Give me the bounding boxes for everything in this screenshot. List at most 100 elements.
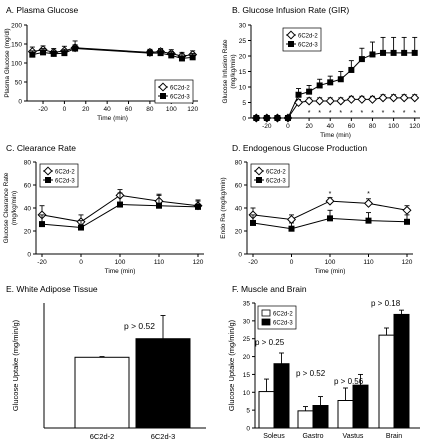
y-tick-label: 35 bbox=[243, 301, 251, 308]
y-tick-label: 50 bbox=[15, 80, 23, 87]
y-tick-label: 5 bbox=[242, 100, 246, 107]
legend-marker bbox=[256, 177, 262, 183]
significance-star: * bbox=[382, 110, 385, 117]
data-point bbox=[357, 94, 367, 104]
legend-label: 6C2d-3 bbox=[273, 321, 293, 327]
x-tick-label: 120 bbox=[187, 106, 198, 113]
bar bbox=[135, 338, 191, 429]
x-tick-label: 120 bbox=[193, 259, 204, 266]
data-point bbox=[325, 196, 335, 206]
data-point bbox=[178, 55, 185, 62]
y-tick-label: 60 bbox=[235, 183, 243, 190]
y-axis-label: Endo Ra (mg/kg/min) bbox=[220, 177, 227, 238]
panel-title: B. Glucose Infusion Rate (GIR) bbox=[232, 5, 349, 15]
data-point bbox=[363, 198, 374, 208]
x-axis-label: Time (min) bbox=[320, 132, 351, 139]
x-tick-label: 60 bbox=[125, 106, 133, 113]
y-tick-label: 150 bbox=[11, 42, 22, 49]
y-tick-label: 200 bbox=[11, 23, 22, 30]
significance-star: * bbox=[403, 110, 406, 117]
x-tick-label: 100 bbox=[388, 123, 399, 130]
data-point bbox=[263, 115, 270, 121]
bar bbox=[297, 410, 314, 429]
legend-marker bbox=[288, 41, 294, 47]
bar bbox=[312, 405, 329, 429]
data-point bbox=[157, 50, 164, 57]
significance-star: * bbox=[339, 110, 342, 117]
y-axis-label: Glucose Clearance Rate bbox=[3, 172, 10, 243]
p-value-label: p > 0.25 bbox=[255, 338, 285, 347]
legend-marker bbox=[160, 93, 166, 99]
x-tick-label: 0 bbox=[63, 106, 67, 113]
significance-star: * bbox=[361, 110, 364, 117]
legend-swatch bbox=[261, 309, 271, 317]
y-tick-label: 20 bbox=[239, 54, 247, 61]
data-point bbox=[189, 54, 196, 61]
x-tick-label: 100 bbox=[166, 106, 177, 113]
data-point bbox=[411, 49, 418, 56]
y-tick-label: 40 bbox=[24, 206, 32, 213]
x-tick-label: -20 bbox=[248, 259, 258, 266]
bar bbox=[273, 363, 290, 429]
data-point bbox=[146, 50, 153, 57]
y-tick-label: 20 bbox=[24, 229, 32, 236]
y-axis-label: Glucose Uptake (mg/min/g) bbox=[11, 319, 20, 411]
series-line bbox=[256, 97, 415, 119]
legend-label: 6C2d-3 bbox=[266, 179, 286, 185]
x-tick-label: -20 bbox=[38, 106, 48, 113]
data-point bbox=[410, 93, 420, 103]
panel-title: E. White Adipose Tissue bbox=[6, 284, 98, 294]
data-point bbox=[274, 115, 281, 121]
data-point bbox=[78, 224, 84, 231]
data-point bbox=[369, 51, 376, 58]
panel-title: F. Muscle and Brain bbox=[232, 284, 307, 294]
y-tick-label: 30 bbox=[243, 318, 251, 325]
x-tick-label: 0 bbox=[286, 123, 290, 130]
y-tick-label: 15 bbox=[239, 69, 247, 76]
data-point bbox=[327, 215, 333, 222]
p-value-label: p > 0.52 bbox=[296, 369, 326, 378]
y-tick-label: 0 bbox=[238, 252, 242, 259]
y-tick-label: 60 bbox=[24, 183, 32, 190]
x-tick-label: Soleus bbox=[263, 433, 285, 440]
significance-star: * bbox=[371, 110, 374, 117]
p-value-label: p > 0.18 bbox=[371, 299, 401, 308]
x-tick-label: -20 bbox=[37, 259, 47, 266]
series-line bbox=[32, 48, 193, 59]
y-tick-label: 0 bbox=[242, 116, 246, 123]
x-tick-label: Gastro bbox=[302, 433, 323, 440]
y-tick-label: 0 bbox=[246, 426, 250, 433]
x-axis-label: Time (min) bbox=[315, 268, 346, 275]
series-line bbox=[256, 52, 415, 119]
x-tick-label: 0 bbox=[79, 259, 83, 266]
y-axis-label: (mg/kg/min) bbox=[11, 191, 18, 225]
significance-star: * bbox=[367, 191, 370, 198]
y-tick-label: 30 bbox=[239, 23, 247, 30]
data-point bbox=[156, 202, 162, 209]
legend-label: 6C2d-2 bbox=[170, 86, 190, 92]
panel-title: D. Endogenous Glucose Production bbox=[232, 143, 367, 153]
legend-marker bbox=[45, 177, 51, 183]
y-tick-label: 15 bbox=[243, 372, 251, 379]
y-axis-label: Glucose Uptake (mg/min/g) bbox=[227, 319, 236, 411]
significance-star: * bbox=[392, 110, 395, 117]
data-point bbox=[390, 49, 397, 56]
data-point bbox=[117, 201, 123, 208]
bar bbox=[378, 334, 395, 429]
data-point bbox=[195, 203, 201, 210]
legend-marker bbox=[43, 166, 53, 176]
legend-label: 6C2d-3 bbox=[170, 95, 190, 101]
y-tick-label: 20 bbox=[235, 229, 243, 236]
x-axis-label: Time (min) bbox=[97, 115, 128, 122]
data-point bbox=[358, 56, 365, 63]
data-point bbox=[288, 225, 295, 232]
data-point bbox=[250, 219, 256, 226]
data-point bbox=[399, 93, 409, 103]
data-point bbox=[404, 218, 410, 225]
y-tick-label: 10 bbox=[243, 390, 251, 397]
data-point bbox=[286, 214, 297, 225]
p-value-label: p > 0.56 bbox=[334, 377, 364, 386]
x-tick-label: 100 bbox=[115, 259, 126, 266]
legend-swatch bbox=[261, 318, 271, 326]
